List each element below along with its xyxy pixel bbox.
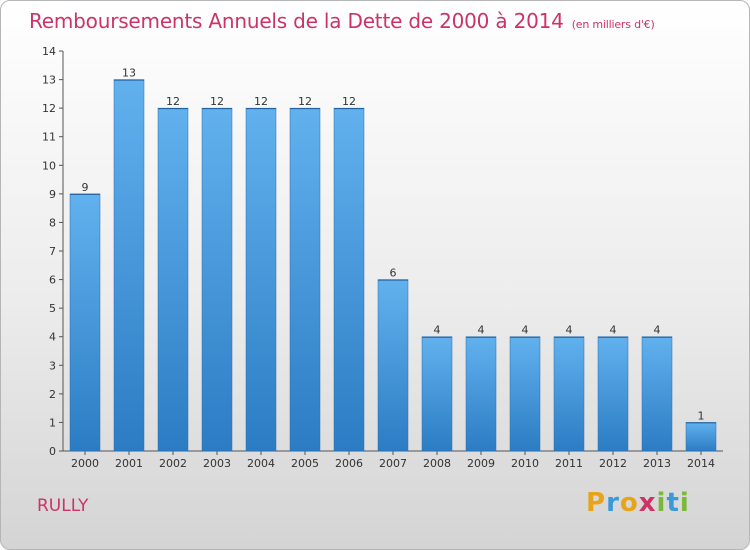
y-tick-label: 14 bbox=[42, 45, 56, 58]
logo-letter: x bbox=[638, 488, 657, 518]
x-tick-label: 2014 bbox=[687, 457, 715, 470]
bar-value-label: 12 bbox=[166, 95, 180, 108]
bar-2010 bbox=[509, 336, 541, 452]
x-tick-label: 2003 bbox=[203, 457, 231, 470]
x-tick-label: 2007 bbox=[379, 457, 407, 470]
bar-value-label: 13 bbox=[122, 67, 136, 80]
bar-value-label: 1 bbox=[698, 409, 705, 422]
x-tick-label: 2011 bbox=[555, 457, 583, 470]
x-tick-label: 2001 bbox=[115, 457, 143, 470]
logo-letter: i bbox=[656, 488, 667, 518]
x-tick-label: 2009 bbox=[467, 457, 495, 470]
chart-title: Remboursements Annuels de la Dette de 20… bbox=[29, 9, 655, 33]
commune-name: RULLY bbox=[37, 496, 89, 516]
chart-title-text: Remboursements Annuels de la Dette de 20… bbox=[29, 9, 564, 33]
x-tick-label: 2006 bbox=[335, 457, 363, 470]
bar-value-label: 4 bbox=[434, 324, 441, 337]
bar-value-label: 12 bbox=[342, 95, 356, 108]
bar-value-label: 6 bbox=[390, 267, 397, 280]
bar-2009 bbox=[465, 336, 497, 452]
y-tick-label: 2 bbox=[49, 388, 56, 401]
x-tick-label: 2002 bbox=[159, 457, 187, 470]
x-tick-label: 2000 bbox=[71, 457, 99, 470]
bar-2004 bbox=[245, 107, 277, 452]
y-tick-label: 3 bbox=[49, 359, 56, 372]
x-tick-label: 2013 bbox=[643, 457, 671, 470]
y-tick-label: 6 bbox=[49, 274, 56, 287]
x-tick-label: 2005 bbox=[291, 457, 319, 470]
bar-value-label: 4 bbox=[478, 324, 485, 337]
y-tick-label: 5 bbox=[49, 302, 56, 315]
y-tick-label: 12 bbox=[42, 102, 56, 115]
bar-2013 bbox=[641, 336, 673, 452]
y-tick-label: 1 bbox=[49, 416, 56, 429]
bar-2012 bbox=[597, 336, 629, 452]
x-tick-label: 2004 bbox=[247, 457, 275, 470]
bar-value-label: 12 bbox=[210, 95, 224, 108]
y-tick-label: 11 bbox=[42, 131, 56, 144]
logo-letter: o bbox=[619, 488, 639, 518]
logo-letter: i bbox=[679, 488, 690, 518]
y-tick-label: 0 bbox=[49, 445, 56, 458]
bar-2008 bbox=[421, 336, 453, 452]
bar-2000 bbox=[69, 193, 101, 452]
y-tick-label: 7 bbox=[49, 245, 56, 258]
bar-value-label: 9 bbox=[82, 181, 89, 194]
bar-2007 bbox=[377, 279, 409, 452]
logo-letter: P bbox=[586, 488, 607, 518]
bar-2014 bbox=[685, 422, 717, 452]
x-tick-label: 2008 bbox=[423, 457, 451, 470]
bar-2006 bbox=[333, 107, 365, 452]
bar-2005 bbox=[289, 107, 321, 452]
bar-value-label: 4 bbox=[654, 324, 661, 337]
bar-2001 bbox=[113, 79, 145, 452]
bar-value-label: 12 bbox=[254, 95, 268, 108]
bar-value-label: 12 bbox=[298, 95, 312, 108]
logo-letter: r bbox=[606, 488, 620, 518]
bar-2003 bbox=[201, 107, 233, 452]
bar-value-label: 4 bbox=[522, 324, 529, 337]
bar-2011 bbox=[553, 336, 585, 452]
x-tick-label: 2012 bbox=[599, 457, 627, 470]
y-tick-label: 10 bbox=[42, 159, 56, 172]
x-tick-label: 2010 bbox=[511, 457, 539, 470]
proxiti-logo: Proxiti bbox=[586, 488, 690, 518]
y-tick-label: 8 bbox=[49, 216, 56, 229]
bar-value-label: 4 bbox=[610, 324, 617, 337]
logo-letter: t bbox=[666, 488, 680, 518]
y-tick-label: 13 bbox=[42, 74, 56, 87]
bar-2002 bbox=[157, 107, 189, 452]
y-tick-label: 4 bbox=[49, 331, 56, 344]
bar-value-label: 4 bbox=[566, 324, 573, 337]
chart-subtitle: (en milliers d'€) bbox=[571, 18, 655, 31]
y-tick-label: 9 bbox=[49, 188, 56, 201]
